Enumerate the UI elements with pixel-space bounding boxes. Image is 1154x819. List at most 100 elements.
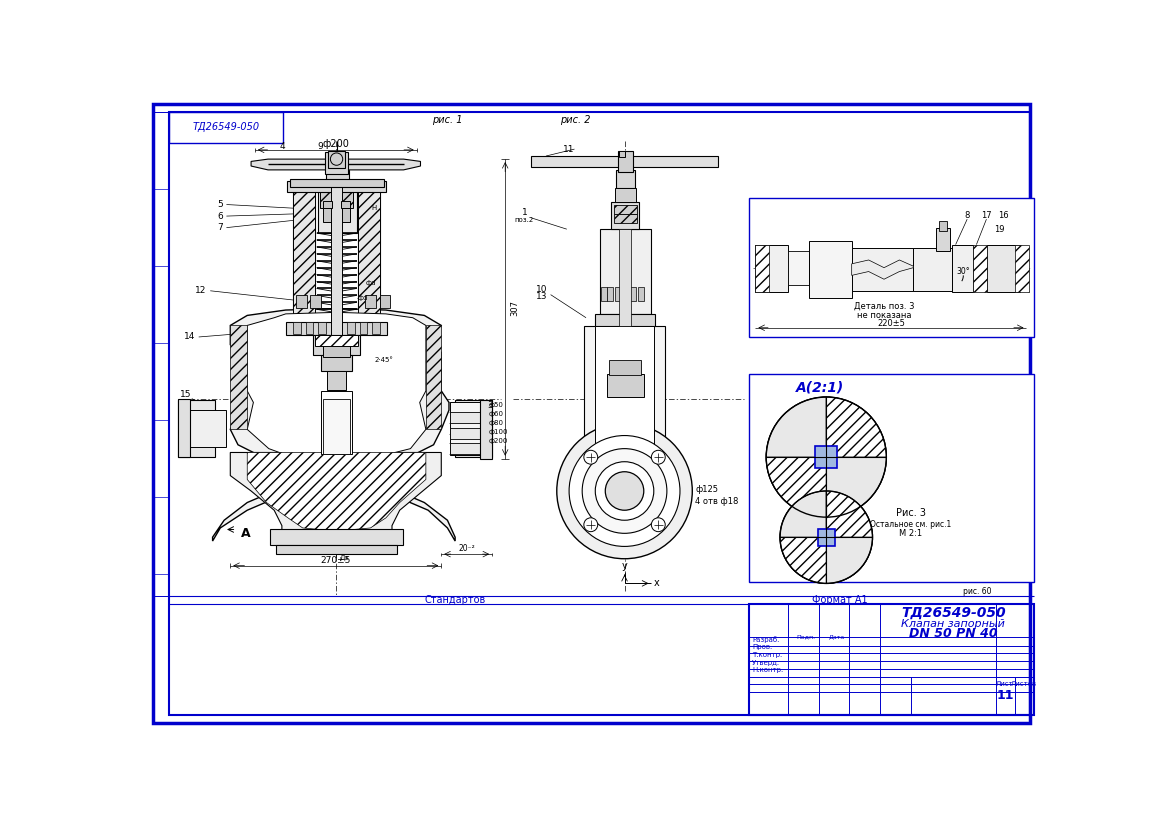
Bar <box>987 245 1019 292</box>
Text: ТД26549-050: ТД26549-050 <box>901 605 1005 620</box>
Bar <box>852 248 913 291</box>
Bar <box>319 187 357 233</box>
Text: Н: Н <box>372 206 377 211</box>
Polygon shape <box>358 187 380 325</box>
Bar <box>749 604 1034 715</box>
Text: 2·45°: 2·45° <box>375 357 394 363</box>
Bar <box>321 189 335 208</box>
Text: Н.контр.: Н.контр. <box>752 667 784 673</box>
Text: Деталь поз. 3: Деталь поз. 3 <box>854 301 914 310</box>
Bar <box>939 221 947 231</box>
Bar <box>325 152 349 174</box>
Bar <box>178 400 189 457</box>
Text: Клапан запорный: Клапан запорный <box>901 619 1005 629</box>
Circle shape <box>582 449 667 533</box>
Wedge shape <box>766 457 826 517</box>
Bar <box>325 170 349 187</box>
Bar <box>293 322 301 334</box>
Bar <box>178 400 215 457</box>
Bar <box>601 287 607 301</box>
Text: Подп.: Подп. <box>796 634 816 639</box>
Bar <box>620 151 625 156</box>
Bar <box>290 179 383 187</box>
Text: 3: 3 <box>487 401 493 410</box>
Bar <box>310 295 321 309</box>
Bar <box>380 295 390 309</box>
Text: ТД26549-050: ТД26549-050 <box>192 122 260 132</box>
Bar <box>365 295 376 309</box>
Polygon shape <box>247 452 426 531</box>
Text: Формат А1: Формат А1 <box>812 595 868 605</box>
Bar <box>450 402 480 455</box>
Bar <box>614 205 637 214</box>
Wedge shape <box>766 397 826 457</box>
Bar <box>293 187 315 325</box>
Text: 17: 17 <box>981 210 991 219</box>
Bar <box>306 322 314 334</box>
Text: 11: 11 <box>562 145 574 154</box>
Wedge shape <box>826 457 886 517</box>
Bar <box>973 245 987 292</box>
Bar <box>756 245 770 292</box>
Bar <box>615 188 636 202</box>
Text: Дата: Дата <box>829 634 845 639</box>
Bar <box>168 112 283 143</box>
Text: Рис. 3: Рис. 3 <box>896 508 926 518</box>
Text: ф100: ф100 <box>488 428 508 435</box>
Bar <box>323 208 351 222</box>
Text: 12: 12 <box>195 287 207 296</box>
Text: x: x <box>654 578 660 588</box>
Bar <box>450 443 480 454</box>
Bar <box>600 229 651 314</box>
Circle shape <box>556 423 692 559</box>
Text: 7: 7 <box>217 223 223 232</box>
Bar <box>638 287 644 301</box>
Bar <box>360 322 367 334</box>
Text: 6: 6 <box>217 211 223 220</box>
Text: Пров.: Пров. <box>752 645 773 650</box>
Polygon shape <box>212 309 455 541</box>
Text: ф200: ф200 <box>322 139 350 150</box>
Wedge shape <box>826 537 872 583</box>
Text: 15: 15 <box>180 390 192 399</box>
Wedge shape <box>780 537 826 583</box>
Bar <box>620 229 631 326</box>
Bar <box>749 198 1034 337</box>
Bar <box>331 187 342 352</box>
Bar <box>328 151 345 168</box>
Bar <box>617 151 634 172</box>
Bar <box>178 399 190 457</box>
Circle shape <box>651 450 665 464</box>
Bar <box>329 187 344 201</box>
Text: фd: фd <box>366 280 375 286</box>
Polygon shape <box>231 325 247 429</box>
Polygon shape <box>426 325 441 429</box>
Bar <box>153 112 168 596</box>
Polygon shape <box>247 312 426 455</box>
Text: y: y <box>622 562 628 572</box>
Wedge shape <box>780 491 826 537</box>
Bar <box>480 400 492 459</box>
Text: Остальное см. рис.1: Остальное см. рис.1 <box>870 519 952 528</box>
Text: 19: 19 <box>995 224 1005 233</box>
Bar <box>315 336 358 346</box>
Text: фd: фd <box>358 296 368 301</box>
Bar <box>630 287 636 301</box>
Circle shape <box>606 472 644 510</box>
Text: 1: 1 <box>522 208 527 217</box>
Text: Листов: Листов <box>1011 681 1037 687</box>
Bar <box>607 374 644 397</box>
Bar <box>480 410 492 447</box>
Text: 307: 307 <box>510 301 519 316</box>
Text: 4: 4 <box>279 142 285 151</box>
Bar <box>339 189 353 208</box>
Text: 8: 8 <box>965 210 969 219</box>
Bar <box>818 529 834 545</box>
Text: 4 отв ф18: 4 отв ф18 <box>696 497 739 506</box>
Polygon shape <box>852 260 913 279</box>
Bar <box>816 446 837 468</box>
Bar <box>321 391 352 454</box>
Text: Стандартов: Стандартов <box>425 595 486 605</box>
Text: 30°: 30° <box>957 267 971 276</box>
Text: Разраб.: Разраб. <box>752 636 780 643</box>
